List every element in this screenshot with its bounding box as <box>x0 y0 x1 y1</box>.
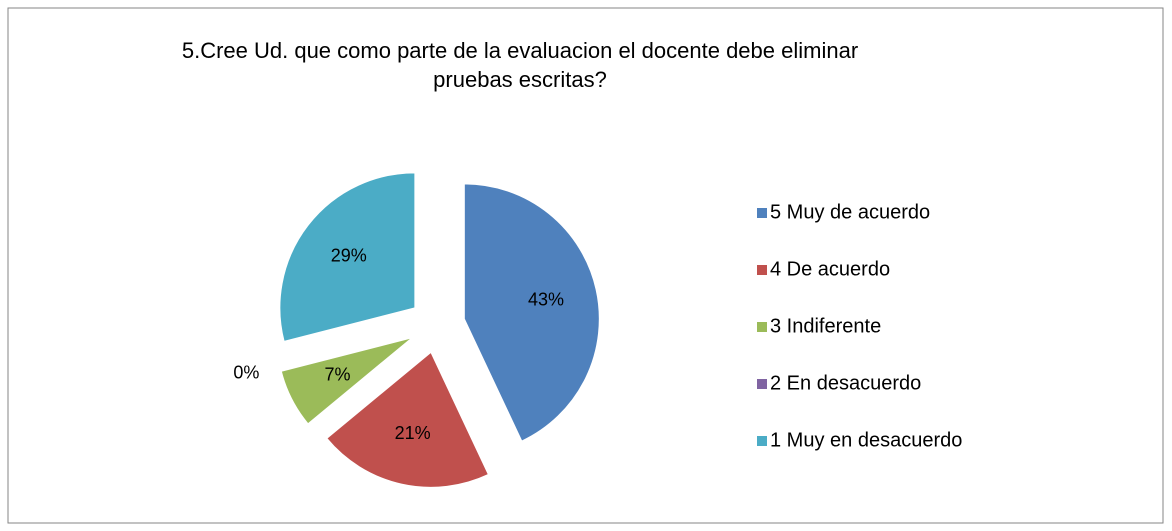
pie-slice <box>279 172 416 343</box>
legend-label: 2 En desacuerdo <box>770 372 921 394</box>
pie-slice <box>280 337 413 425</box>
legend-swatch <box>757 265 767 275</box>
legend-swatch <box>757 436 767 446</box>
legend-label: 5 Muy de acuerdo <box>770 201 930 223</box>
legend-swatch <box>757 379 767 389</box>
legend-label: 4 De acuerdo <box>770 258 890 280</box>
chart-title: 5.Cree Ud. que como parte de la evaluaci… <box>181 38 859 92</box>
pie-slice <box>463 183 600 442</box>
legend-label: 1 Muy en desacuerdo <box>770 429 962 451</box>
data-label: 29% <box>331 245 367 265</box>
legend-swatch <box>757 322 767 332</box>
data-label: 0% <box>233 363 259 383</box>
data-label: 43% <box>528 289 564 309</box>
data-label: 21% <box>395 423 431 443</box>
legend-label: 3 Indiferente <box>770 315 881 337</box>
data-label: 7% <box>324 364 350 384</box>
legend-swatch <box>757 208 767 218</box>
pie-slice <box>326 351 490 488</box>
